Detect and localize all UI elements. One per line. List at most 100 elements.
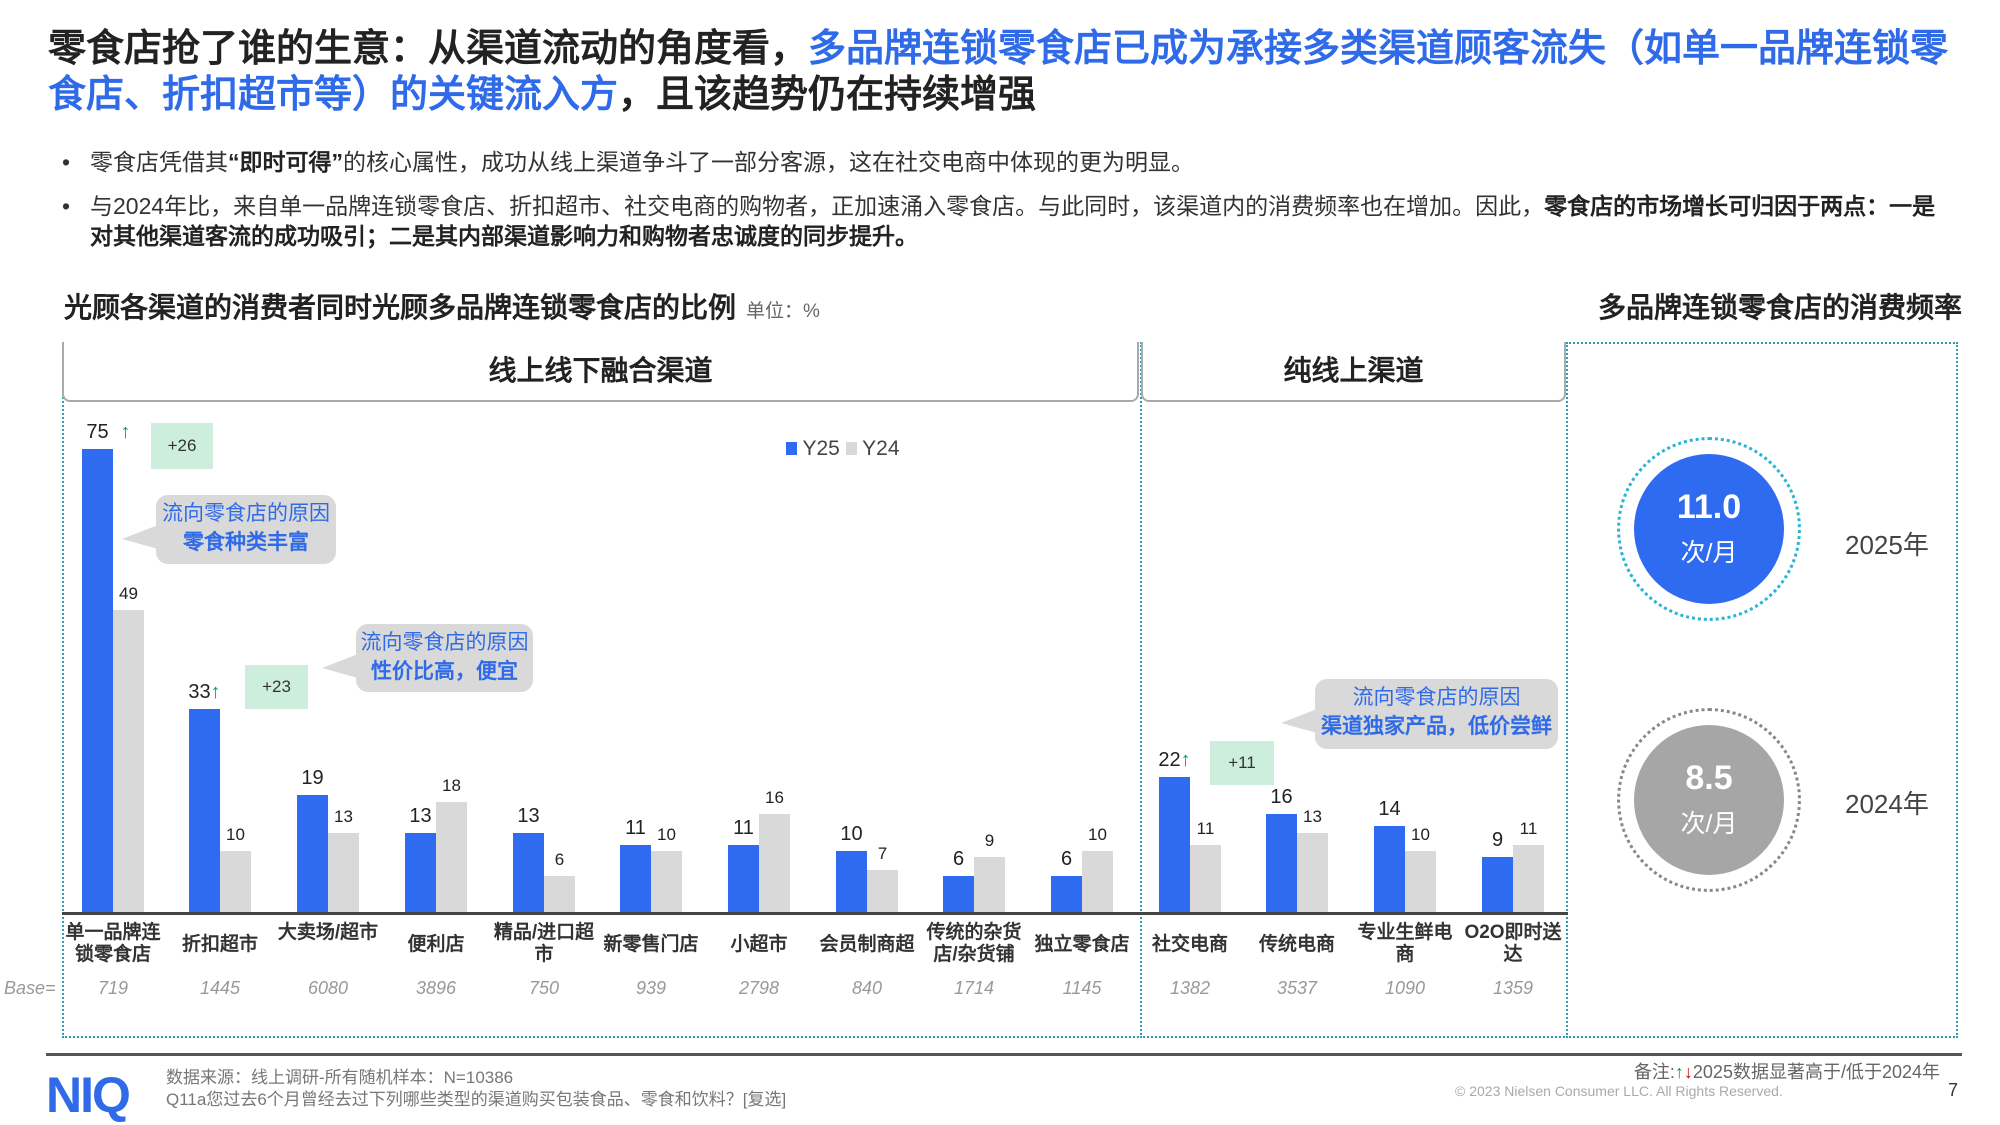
source-text: 数据来源：线上调研-所有随机样本：N=10386 [166,1068,514,1087]
value-label: 10 [840,823,863,846]
frequency-value: 8.5 [1685,759,1733,797]
callout-title: 流向零食店的原因 [162,502,330,525]
category-label: 便利店 [407,934,465,955]
category-label: 独立零食店 [1034,934,1130,955]
frequency-value: 11.0 [1676,488,1742,526]
category-label: 专业生鲜电商 [1357,922,1453,965]
value-label: 10 [657,825,676,845]
callout-reason: 渠道独家产品，低价尝鲜 [1321,715,1552,738]
ring-2024 [1617,708,1801,892]
value-label: 22↑ [1158,748,1191,771]
value-label: 9 [984,831,995,851]
arrow-up-icon: ↑ [120,420,131,443]
delta-badge: +26 [151,423,213,469]
callout-reason-2: 流向零食店的原因 性价比高，便宜 [322,624,533,692]
bullet-text: 零食店凭借其 [90,149,228,175]
legend-y24: Y24 [862,437,900,460]
bar-y25-5 [620,844,651,913]
value-label: 6 [952,847,965,870]
callout-reason: 零食种类丰富 [183,531,309,554]
legend-swatch-y24 [845,442,857,455]
base-value: 939 [635,978,667,998]
year-2025: 2025年 [1845,530,1929,560]
value-label: 6 [554,849,565,869]
note-label: 备注: [1633,1062,1675,1082]
bar-y25-3 [405,832,436,913]
niq-logo: NIQ [46,1067,131,1123]
base-value: 3537 [1276,978,1318,998]
bar-y24-1 [220,851,251,913]
category-label: 新零售门店 [603,934,699,955]
bullet-2: 与2024年比，来自单一品牌连锁零食店、折扣超市、社交电商的购物者，正加速涌入零… [62,191,1942,251]
value-label: 75 ↑ [86,420,131,443]
bar-y24-7 [867,869,898,913]
bar-y24-0 [113,609,144,913]
title-highlight: 多品牌连锁零食店已成为承接多类渠道顾客流失（如单一品牌连锁零食店、折扣超市等）的… [48,28,1949,116]
bar-y25-11 [1266,813,1297,913]
bar-y25-8 [943,875,974,913]
base-value: 1382 [1169,978,1211,998]
bar-y25-7 [836,851,867,913]
category-label: 社交电商 [1151,934,1228,955]
bullet-bold: “即时可得” [228,149,343,175]
title-part2: ，且该趋势仍在持续增强 [618,74,1037,116]
bar-y25-6 [728,844,759,913]
value-label: 13 [409,804,432,827]
value-label: 11 [625,816,646,839]
category-label: 传统电商 [1258,934,1335,955]
question-text: Q11a您过去6个月曾经去过下列哪些类型的渠道购买包装食品、零食和饮料？[复选] [166,1090,787,1109]
bar-y24-9 [1082,851,1113,913]
value-label: 13 [517,804,540,827]
arrow-up-icon: ↑ [1674,1062,1684,1082]
value-label: 16 [765,787,784,807]
category-label: O2O即时送达 [1464,922,1562,965]
footer-divider [46,1053,1962,1056]
legend-y25: Y25 [802,437,840,460]
value-label: 10 [1411,825,1430,845]
bullet-text: 的核心属性，成功从线上渠道争斗了一部分客源，这在社交电商中体现的更为明显。 [343,149,1194,175]
online-panel-header: 纯线上渠道 [1141,342,1566,402]
value-label: 11 [733,816,754,839]
bullet-bold: 零食店的市场增长可归因于两点：一是对其他渠道客流的成功吸引；二是其内部渠道影响力… [90,193,1936,249]
legend-swatch-y25 [786,442,797,455]
footer-note: 备注:↑↓2025数据显著高于/低于2024年 [1634,1058,1940,1084]
base-label: Base= [4,978,56,998]
base-value: 1145 [1062,978,1102,998]
category-label: 会员制商超 [819,934,915,955]
note-text: 2025数据显著高于/低于2024年 [1692,1062,1940,1082]
bar-y24-11 [1297,832,1328,913]
value-label: 7 [877,843,888,863]
value-label: 19 [301,767,324,790]
frequency-2025: 11.0 次/月 [1634,454,1784,604]
base-value: 1359 [1492,978,1534,998]
delta-badge: +23 [245,665,308,709]
bar-y24-6 [759,813,790,913]
value-label: 9 [1491,829,1504,852]
bar-y25-12 [1374,826,1405,913]
base-value: 2798 [738,978,780,998]
bar-y25-9 [1051,875,1082,913]
base-value: 1445 [199,978,241,998]
bar-y24-12 [1405,851,1436,913]
base-value: 1714 [953,978,995,998]
frequency-panel [1566,342,1958,1038]
bullet-1: 零食店凭借其“即时可得”的核心属性，成功从线上渠道争斗了一部分客源，这在社交电商… [62,147,1942,177]
frequency-2024: 8.5 次/月 [1634,725,1784,875]
bar-y25-13 [1482,857,1513,913]
value-label: 14 [1378,798,1401,821]
bar-y24-13 [1513,844,1544,913]
value-label: 33↑ [188,680,221,703]
bar-y24-10 [1190,844,1221,913]
bar-y24-3 [436,801,467,913]
value-label: 11 [1196,818,1215,838]
arrow-down-icon: ↓ [1683,1062,1693,1082]
bar-y25-2 [297,795,328,913]
bar-y24-4 [544,875,575,913]
value-label: 16 [1270,785,1293,808]
ring-2025 [1617,437,1801,621]
callout-title: 流向零食店的原因 [1352,686,1521,709]
bullet-text: 与2024年比，来自单一品牌连锁零食店、折扣超市、社交电商的购物者，正加速涌入零… [90,193,1545,219]
bar-y24-5 [651,851,682,913]
bar-y25-4 [513,832,544,913]
base-value: 3896 [415,978,457,998]
